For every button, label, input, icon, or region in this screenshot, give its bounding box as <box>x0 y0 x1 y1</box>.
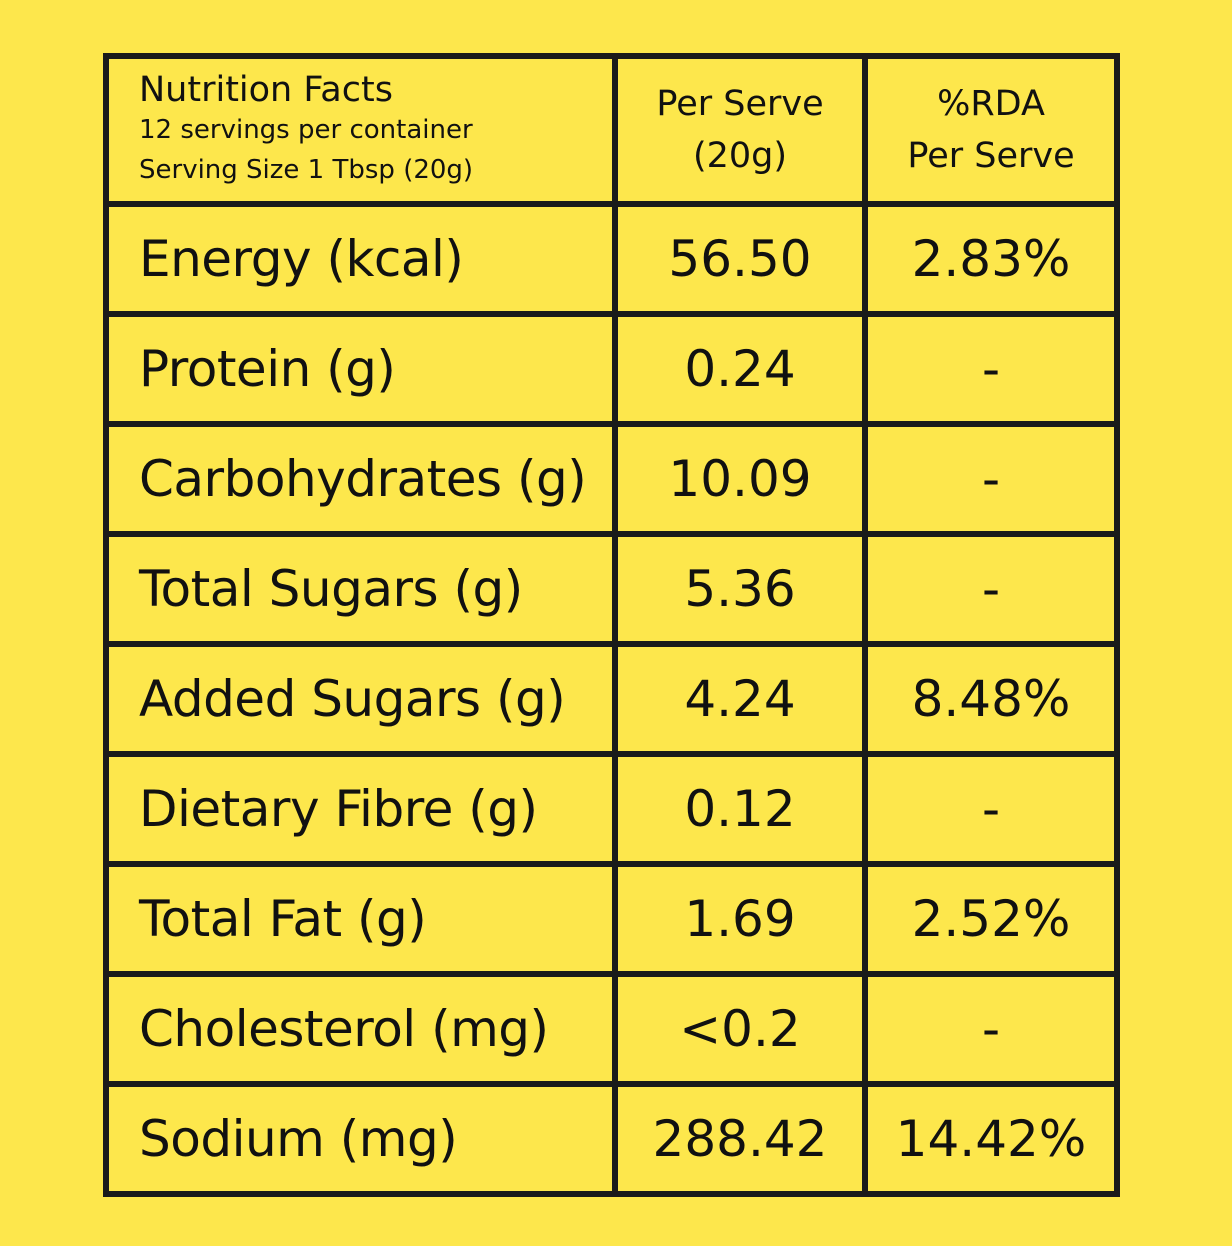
rda-header-line1: %RDA <box>937 84 1045 124</box>
per-serve-value: <0.2 <box>612 971 868 1087</box>
per-serve-value: 56.50 <box>612 201 868 317</box>
rda-value: - <box>862 311 1120 427</box>
header-label-cell: Nutrition Facts 12 servings per containe… <box>103 53 618 207</box>
per-serve-value: 1.69 <box>612 861 868 977</box>
rda-value: 14.42% <box>862 1081 1120 1197</box>
per-serve-header: Per Serve (20g) <box>612 53 868 207</box>
nutrient-name: Added Sugars (g) <box>103 641 618 757</box>
per-serve-header-line1: Per Serve <box>656 84 824 124</box>
rda-value: - <box>862 751 1120 867</box>
table-row: Energy (kcal) 56.50 2.83% <box>103 201 1120 317</box>
nutrition-facts-title: Nutrition Facts <box>139 70 393 110</box>
table-row: Added Sugars (g) 4.24 8.48% <box>103 641 1120 757</box>
table-row: Sodium (mg) 288.42 14.42% <box>103 1081 1120 1197</box>
nutrition-panel: Nutrition Facts 12 servings per containe… <box>103 53 1120 1197</box>
nutrition-table: Nutrition Facts 12 servings per containe… <box>103 53 1120 1197</box>
rda-header-line2: Per Serve <box>907 136 1075 176</box>
per-serve-value: 288.42 <box>612 1081 868 1197</box>
per-serve-header-line2: (20g) <box>692 136 788 176</box>
per-serve-value: 5.36 <box>612 531 868 647</box>
table-row: Protein (g) 0.24 - <box>103 311 1120 427</box>
rda-header: %RDA Per Serve <box>862 53 1120 207</box>
rda-value: 2.83% <box>862 201 1120 317</box>
nutrient-name: Protein (g) <box>103 311 618 427</box>
nutrient-name: Energy (kcal) <box>103 201 618 317</box>
per-serve-value: 4.24 <box>612 641 868 757</box>
rda-value: - <box>862 421 1120 537</box>
nutrient-name: Cholesterol (mg) <box>103 971 618 1087</box>
nutrient-name: Total Fat (g) <box>103 861 618 977</box>
table-row: Total Fat (g) 1.69 2.52% <box>103 861 1120 977</box>
serving-size: Serving Size 1 Tbsp (20g) <box>139 155 474 185</box>
table-header-row: Nutrition Facts 12 servings per containe… <box>103 53 1120 207</box>
servings-per-container: 12 servings per container <box>139 115 473 145</box>
per-serve-value: 0.24 <box>612 311 868 427</box>
nutrient-name: Sodium (mg) <box>103 1081 618 1197</box>
nutrient-name: Dietary Fibre (g) <box>103 751 618 867</box>
per-serve-value: 0.12 <box>612 751 868 867</box>
rda-value: - <box>862 531 1120 647</box>
table-row: Cholesterol (mg) <0.2 - <box>103 971 1120 1087</box>
nutrient-name: Total Sugars (g) <box>103 531 618 647</box>
rda-value: - <box>862 971 1120 1087</box>
per-serve-value: 10.09 <box>612 421 868 537</box>
table-row: Carbohydrates (g) 10.09 - <box>103 421 1120 537</box>
rda-value: 8.48% <box>862 641 1120 757</box>
rda-value: 2.52% <box>862 861 1120 977</box>
table-row: Total Sugars (g) 5.36 - <box>103 531 1120 647</box>
table-row: Dietary Fibre (g) 0.12 - <box>103 751 1120 867</box>
nutrient-name: Carbohydrates (g) <box>103 421 618 537</box>
